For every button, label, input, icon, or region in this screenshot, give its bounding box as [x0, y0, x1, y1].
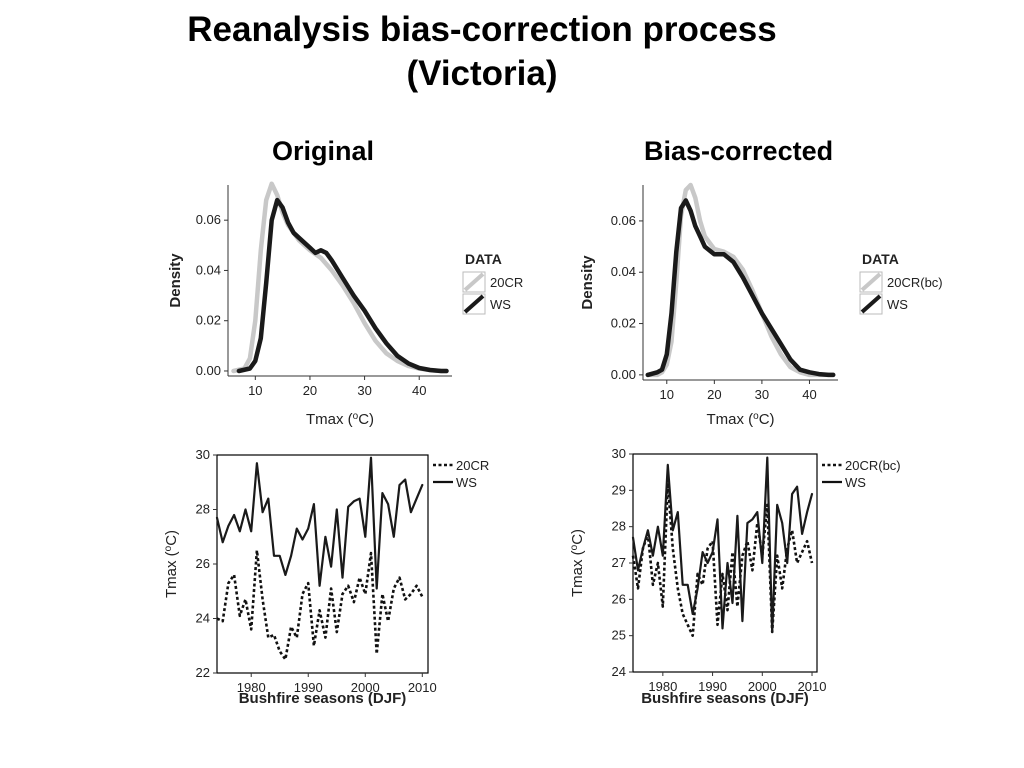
timeseries-bias-corrected-ytick-label: 30	[612, 446, 626, 461]
timeseries-original-xtick-label: 2010	[408, 680, 437, 695]
density-original-xtick-label: 10	[248, 383, 262, 398]
timeseries-original-ytick-label: 24	[196, 611, 210, 626]
timeseries-bias-corrected-ytick-label: 27	[612, 555, 626, 570]
density-original-series-ws	[236, 197, 449, 374]
timeseries-bias-corrected-plot-frame	[632, 453, 818, 673]
panel-title-original: Original	[272, 136, 375, 166]
density-original-y-axis-label: Density	[167, 253, 184, 308]
density-original-x-axis-label: Tmax (oC)	[306, 411, 374, 428]
timeseries-bias-corrected-ytick-label: 25	[612, 628, 626, 643]
timeseries-original-xtick-label: 2000	[351, 680, 380, 695]
timeseries-original-series-20cr	[216, 549, 424, 661]
density-original-legend-key-swatch	[463, 294, 485, 314]
density-bias-corrected-x-axis-label: Tmax (oC)	[706, 411, 774, 428]
density-bias-corrected-series-ws	[645, 198, 836, 378]
density-bias-corrected-legend-title: DATA	[862, 251, 899, 267]
timeseries-bias-corrected-ytick-label: 26	[612, 591, 626, 606]
density-original-legend-label: WS	[490, 297, 511, 312]
timeseries-original-ytick-label: 30	[196, 447, 210, 462]
density-bias-corrected-legend-key-swatch	[860, 294, 882, 314]
density-original-xtick-label: 40	[412, 383, 426, 398]
density-bias-corrected-ytick-label: 0.00	[611, 367, 636, 382]
timeseries-original-xtick-label: 1990	[294, 680, 323, 695]
density-bias-corrected-xtick-label: 20	[707, 387, 721, 402]
timeseries-bias-corrected-xtick-label: 1990	[698, 679, 727, 694]
density-original-xtick-label: 30	[357, 383, 371, 398]
density-bias-corrected-legend-label: 20CR(bc)	[887, 275, 943, 290]
timeseries-original-ytick-label: 22	[196, 665, 210, 680]
timeseries-bias-corrected-ytick-label: 29	[612, 482, 626, 497]
slide-title-line2: (Victoria)	[406, 54, 558, 93]
density-original-xtick-label: 20	[303, 383, 317, 398]
timeseries-bias-corrected-xtick-label: 2010	[798, 679, 827, 694]
density-original-legend-key-swatch	[463, 272, 485, 292]
density-bias-corrected-xtick-label: 40	[802, 387, 816, 402]
timeseries-bias-corrected-x-axis-label: Bushfire seasons (DJF)	[641, 690, 809, 707]
density-original-ytick-label: 0.04	[196, 262, 221, 277]
timeseries-bias-corrected-y-axis-label: Tmax (oC)	[569, 529, 586, 597]
density-bias-corrected-y-axis-label: Density	[579, 255, 596, 310]
timeseries-bias-corrected-legend-label: 20CR(bc)	[845, 458, 901, 473]
density-original-ytick-label: 0.02	[196, 313, 221, 328]
timeseries-original-legend-label: WS	[456, 475, 477, 490]
timeseries-original-series-ws	[215, 456, 424, 590]
timeseries-bias-corrected-series-ws	[631, 456, 814, 634]
density-bias-corrected-xtick-label: 30	[755, 387, 769, 402]
timeseries-original-xtick-label: 1980	[237, 680, 266, 695]
timeseries-original-ytick-label: 26	[196, 556, 210, 571]
density-bias-corrected-legend-key-swatch	[860, 272, 882, 292]
timeseries-bias-corrected-xtick-label: 2000	[748, 679, 777, 694]
density-original-ytick-label: 0.06	[196, 212, 221, 227]
density-bias-corrected-legend-label: WS	[887, 297, 908, 312]
density-bias-corrected-ytick-label: 0.04	[611, 264, 636, 279]
timeseries-original-ytick-label: 28	[196, 502, 210, 517]
timeseries-original-x-axis-label: Bushfire seasons (DJF)	[239, 690, 407, 707]
density-bias-corrected-series-20cr-bc-	[645, 182, 836, 378]
density-original-legend-label: 20CR	[490, 275, 523, 290]
density-original-legend-title: DATA	[465, 251, 502, 267]
density-bias-corrected-ytick-label: 0.06	[611, 213, 636, 228]
density-original-ytick-label: 0.00	[196, 363, 221, 378]
timeseries-bias-corrected-xtick-label: 1980	[648, 679, 677, 694]
timeseries-bias-corrected-legend-label: WS	[845, 475, 866, 490]
slide-title-line1: Reanalysis bias-correction process	[187, 10, 777, 49]
slide-title: Reanalysis bias-correction process (Vict…	[0, 8, 964, 96]
panel-title-bias-corrected: Bias-corrected	[644, 136, 834, 166]
timeseries-original-y-axis-label: Tmax (oC)	[163, 530, 180, 598]
density-bias-corrected-xtick-label: 10	[660, 387, 674, 402]
timeseries-original-legend-label: 20CR	[456, 458, 489, 473]
timeseries-bias-corrected-series-20cr-bc-	[631, 481, 814, 637]
density-bias-corrected-ytick-label: 0.02	[611, 316, 636, 331]
timeseries-bias-corrected-ytick-label: 28	[612, 519, 626, 534]
timeseries-bias-corrected-ytick-label: 24	[612, 664, 626, 679]
